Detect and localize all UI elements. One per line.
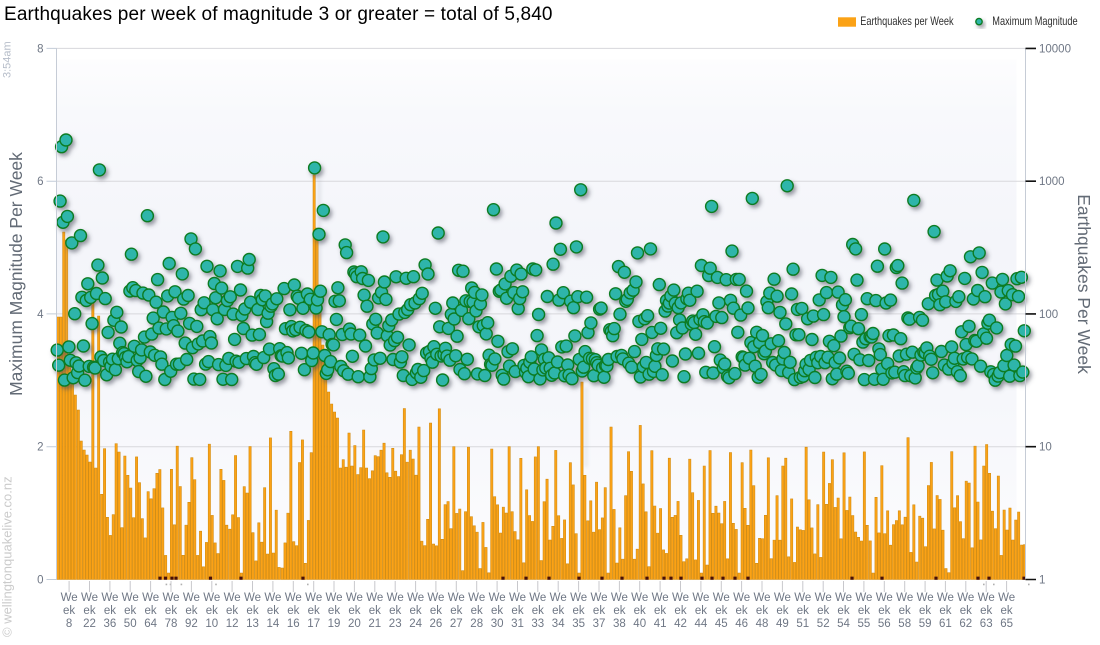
svg-text:10: 10 (1039, 442, 1052, 454)
svg-text:Maximum Magnitude: Maximum Magnitude (992, 16, 1078, 28)
svg-text:6: 6 (37, 176, 43, 188)
svg-text:2: 2 (37, 442, 43, 454)
svg-text:Maximum Magnitude Per Week: Maximum Magnitude Per Week (6, 152, 26, 396)
svg-text:© wellingtonquakelive.co.nz: © wellingtonquakelive.co.nz (0, 476, 15, 637)
svg-text:100: 100 (1039, 309, 1058, 321)
svg-text:Earthquakes per week of magnit: Earthquakes per week of magnitude 3 or g… (4, 4, 553, 25)
svg-text:1000: 1000 (1039, 176, 1065, 188)
svg-text:0: 0 (37, 575, 43, 587)
svg-text:Earthquakes Per Week: Earthquakes Per Week (1074, 194, 1094, 374)
svg-text:Earthquakes per Week: Earthquakes per Week (860, 16, 954, 28)
svg-text:1: 1 (1039, 575, 1045, 587)
svg-text:3:54am: 3:54am (2, 41, 14, 78)
svg-text:10000: 10000 (1039, 43, 1071, 55)
svg-text:8: 8 (37, 43, 43, 55)
svg-text:4: 4 (37, 309, 44, 321)
